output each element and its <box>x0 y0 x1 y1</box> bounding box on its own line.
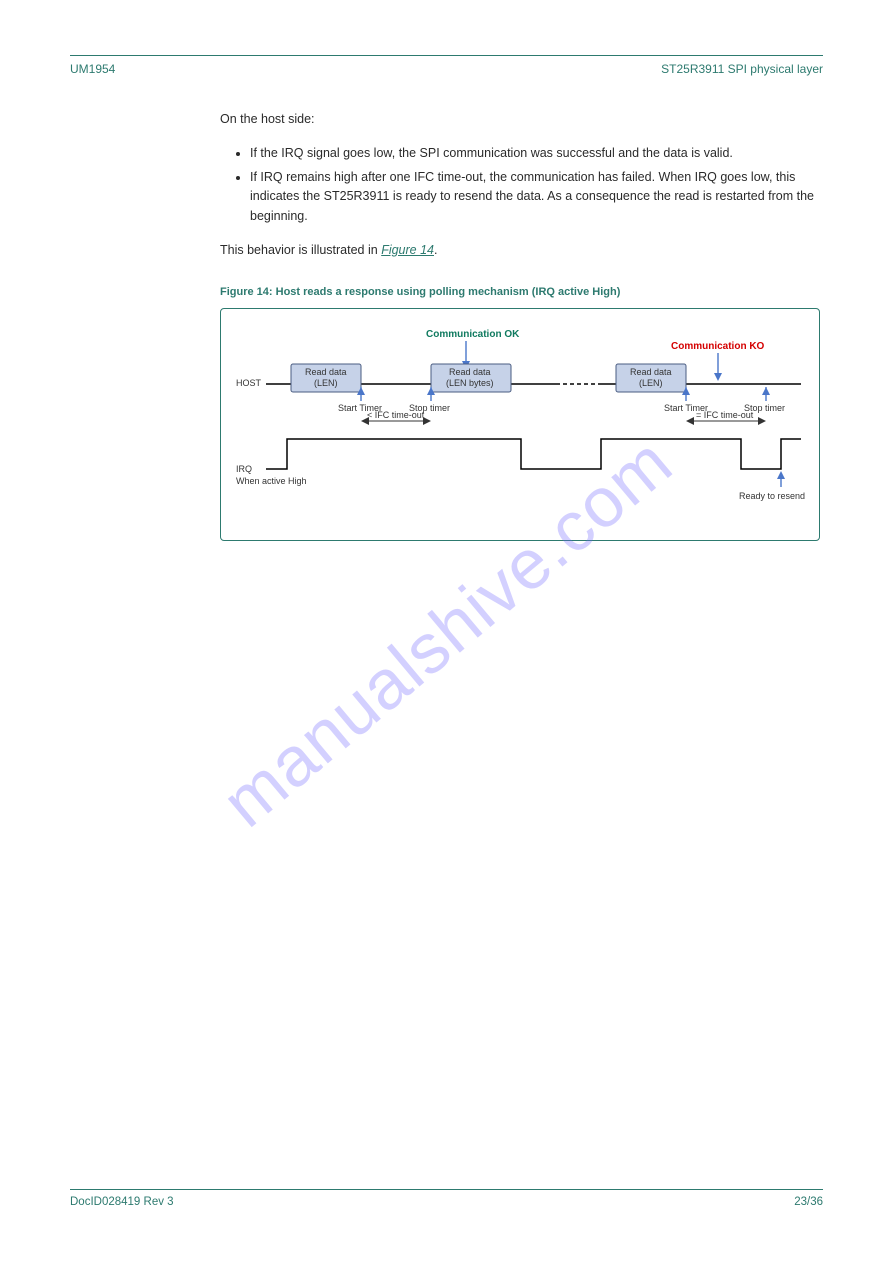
page-footer: DocID028419 Rev 3 23/36 <box>70 1189 823 1208</box>
top-rule <box>70 55 823 56</box>
arrowhead-icon <box>762 387 770 395</box>
figure-link[interactable]: Figure 14 <box>381 243 434 257</box>
intro-paragraph: On the host side: <box>220 110 823 129</box>
header-left: UM1954 <box>70 62 115 76</box>
timing-diagram: Communication OK Communication KO HOST R… <box>221 309 821 542</box>
ifc-lt-label: < IFC time-out <box>367 410 425 420</box>
figure-box: Communication OK Communication KO HOST R… <box>220 308 820 541</box>
arrowhead-icon <box>758 417 766 425</box>
bullet-item: If the IRQ signal goes low, the SPI comm… <box>250 144 823 163</box>
box2-l1: Read data <box>449 367 491 377</box>
box3-l2: (LEN) <box>639 378 663 388</box>
box3-l1: Read data <box>630 367 672 377</box>
footer-right: 23/36 <box>794 1196 823 1208</box>
arrowhead-icon <box>686 417 694 425</box>
irq-sub-label: When active High <box>236 476 307 486</box>
outro-paragraph: This behavior is illustrated in Figure 1… <box>220 241 823 260</box>
host-label: HOST <box>236 378 262 388</box>
irq-label: IRQ <box>236 464 252 474</box>
box2-l2: (LEN bytes) <box>446 378 494 388</box>
arrowhead-icon <box>777 471 785 479</box>
page-header: UM1954 ST25R3911 SPI physical layer <box>70 62 823 76</box>
box1-l2: (LEN) <box>314 378 338 388</box>
bullet-list: If the IRQ signal goes low, the SPI comm… <box>250 144 823 226</box>
irq-waveform <box>266 439 801 469</box>
ready-label: Ready to resend <box>739 491 805 501</box>
comm-ok-label: Communication OK <box>426 329 520 340</box>
bullet-item: If IRQ remains high after one IFC time-o… <box>250 168 823 226</box>
ifc-eq-label: = IFC time-out <box>696 410 754 420</box>
figure-caption: Figure 14: Host reads a response using p… <box>220 286 823 298</box>
body-text: On the host side: If the IRQ signal goes… <box>220 110 823 260</box>
outro-tail: . <box>434 243 437 257</box>
outro-text: This behavior is illustrated in <box>220 243 381 257</box>
footer-left: DocID028419 Rev 3 <box>70 1196 174 1208</box>
arrowhead-icon <box>714 373 722 381</box>
header-right: ST25R3911 SPI physical layer <box>661 62 823 76</box>
box1-l1: Read data <box>305 367 347 377</box>
comm-ko-label: Communication KO <box>671 341 765 352</box>
